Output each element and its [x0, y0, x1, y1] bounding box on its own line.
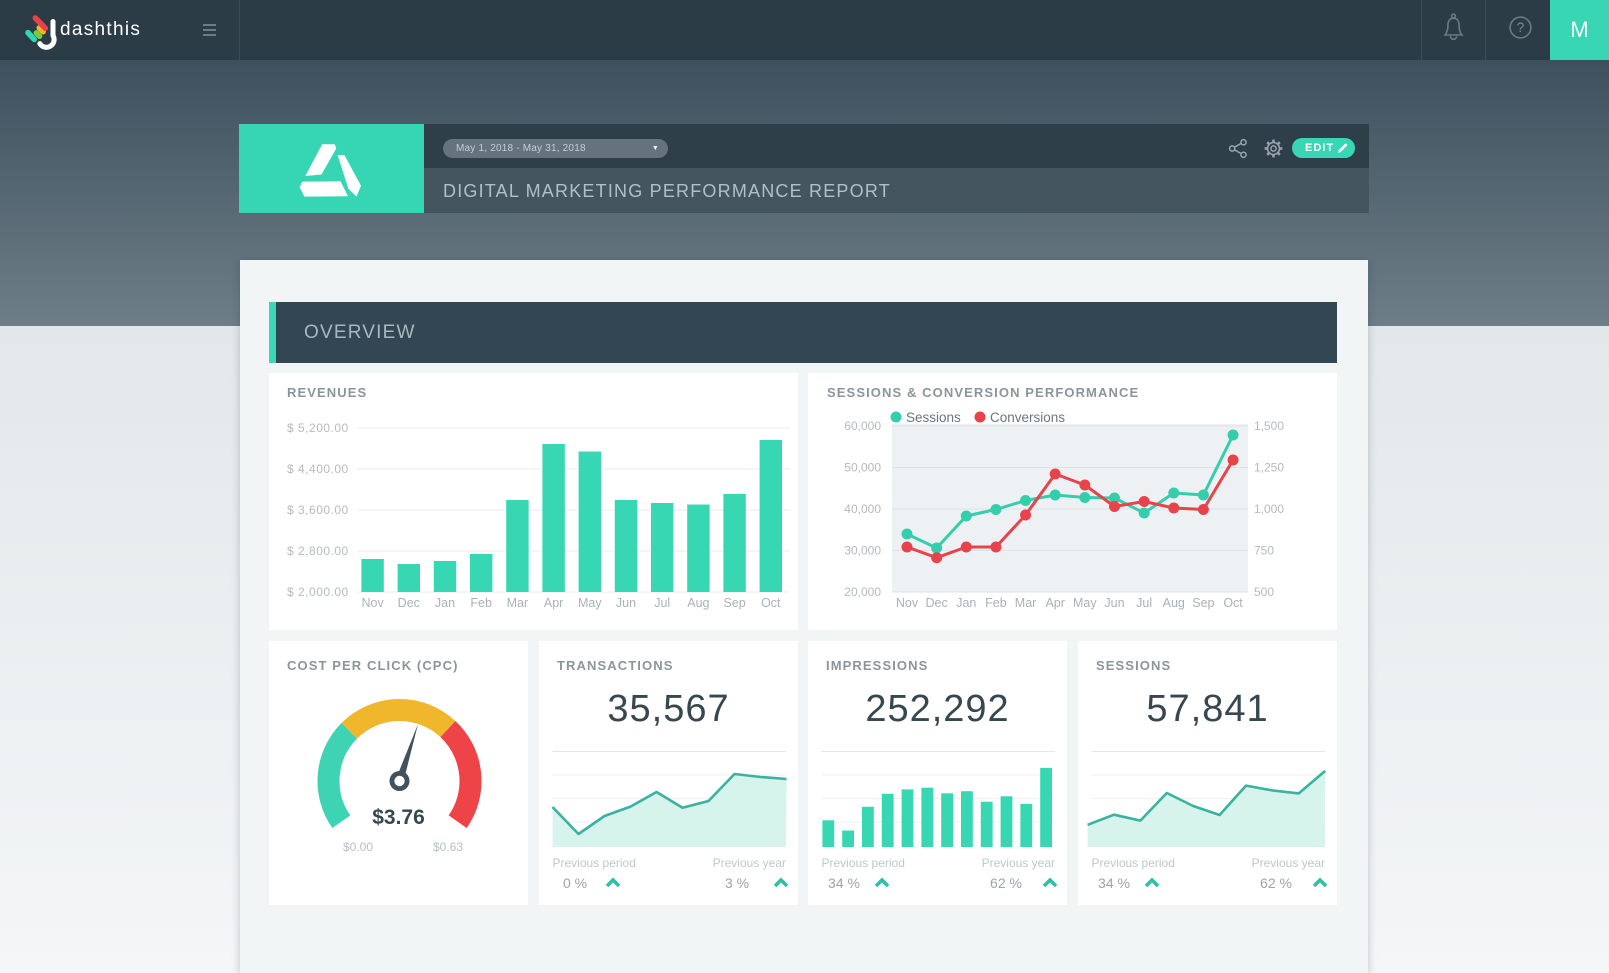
svg-text:Mar: Mar — [507, 596, 529, 610]
svg-text:1,000: 1,000 — [1254, 502, 1284, 516]
svg-text:Oct: Oct — [761, 596, 781, 610]
svg-text:Sep: Sep — [723, 596, 745, 610]
svg-text:Oct: Oct — [1223, 596, 1243, 610]
svg-text:Feb: Feb — [985, 596, 1007, 610]
svg-text:Jul: Jul — [654, 596, 670, 610]
svg-text:Previous year: Previous year — [982, 856, 1055, 870]
svg-text:34 %: 34 % — [828, 875, 860, 891]
svg-text:Previous period: Previous period — [553, 856, 636, 870]
svg-text:62 %: 62 % — [990, 875, 1022, 891]
svg-text:50,000: 50,000 — [844, 461, 881, 475]
svg-text:Apr: Apr — [1045, 596, 1064, 610]
svg-text:Mar: Mar — [1015, 596, 1037, 610]
svg-text:Previous year: Previous year — [1252, 856, 1325, 870]
svg-text:60,000: 60,000 — [844, 419, 881, 433]
svg-text:$ 2,000.00: $ 2,000.00 — [287, 585, 349, 599]
svg-text:Apr: Apr — [544, 596, 563, 610]
svg-text:?: ? — [1517, 20, 1525, 35]
svg-text:3 %: 3 % — [725, 875, 749, 891]
svg-text:May: May — [578, 596, 602, 610]
svg-text:Jan: Jan — [435, 596, 455, 610]
svg-text:Aug: Aug — [1163, 596, 1185, 610]
svg-text:750: 750 — [1254, 544, 1274, 558]
svg-text:Conversions: Conversions — [990, 410, 1065, 425]
svg-text:Dec: Dec — [398, 596, 420, 610]
svg-text:Jun: Jun — [616, 596, 636, 610]
svg-text:Sep: Sep — [1192, 596, 1214, 610]
svg-text:Feb: Feb — [470, 596, 492, 610]
svg-text:500: 500 — [1254, 585, 1274, 599]
svg-text:$ 3,600.00: $ 3,600.00 — [287, 503, 349, 517]
svg-text:62 %: 62 % — [1260, 875, 1292, 891]
svg-text:$ 5,200.00: $ 5,200.00 — [287, 421, 349, 435]
svg-text:30,000: 30,000 — [844, 544, 881, 558]
svg-text:May: May — [1073, 596, 1097, 610]
svg-text:$ 4,400.00: $ 4,400.00 — [287, 462, 349, 476]
svg-text:20,000: 20,000 — [844, 585, 881, 599]
svg-text:34 %: 34 % — [1098, 875, 1130, 891]
svg-text:Nov: Nov — [896, 596, 919, 610]
svg-text:$ 2,800.00: $ 2,800.00 — [287, 544, 349, 558]
svg-text:Previous period: Previous period — [822, 856, 905, 870]
svg-text:Aug: Aug — [687, 596, 709, 610]
svg-text:Jan: Jan — [956, 596, 976, 610]
svg-text:Jun: Jun — [1104, 596, 1124, 610]
svg-text:Jul: Jul — [1136, 596, 1152, 610]
svg-text:Previous year: Previous year — [713, 856, 786, 870]
svg-text:1,250: 1,250 — [1254, 461, 1284, 475]
svg-text:Previous period: Previous period — [1092, 856, 1175, 870]
svg-text:0 %: 0 % — [563, 875, 587, 891]
svg-text:Nov: Nov — [361, 596, 384, 610]
svg-text:40,000: 40,000 — [844, 502, 881, 516]
svg-text:Dec: Dec — [926, 596, 948, 610]
svg-text:1,500: 1,500 — [1254, 419, 1284, 433]
svg-text:Sessions: Sessions — [906, 410, 961, 425]
